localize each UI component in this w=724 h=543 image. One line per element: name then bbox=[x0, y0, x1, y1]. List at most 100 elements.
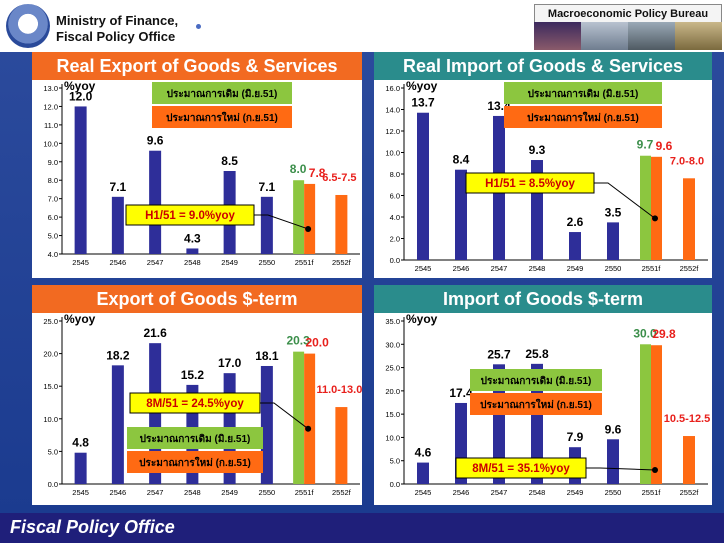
callout-text: 8M/51 = 24.5%yoy bbox=[146, 398, 244, 410]
old-estimate-label: 8.0 bbox=[290, 162, 307, 176]
data-bar bbox=[111, 196, 124, 254]
legend-new-label: ประมาณการใหม่ (ก.ย.51) bbox=[527, 111, 639, 124]
chart-export-dollar: %yoy 0.0 5.0 10.0 15.0 20.0 25.0 2545 2546 2547 25… bbox=[43, 313, 362, 497]
legend-new-label: ประมาณการใหม่ (ก.ย.51) bbox=[139, 456, 251, 469]
y-tick-label: 7.0 bbox=[48, 195, 58, 204]
new-estimate-label: 29.8 bbox=[652, 327, 676, 341]
y-tick-label: 2.0 bbox=[390, 235, 400, 244]
y-tick-label: 13.0 bbox=[43, 84, 58, 93]
chart-real-export: %yoy 4.0 5.0 6.0 7.0 8.0 9.0 10.0 11.0 12.0 13.0 25… bbox=[43, 80, 360, 267]
data-label: 7.1 bbox=[259, 180, 276, 194]
bureau-name: Macroeconomic Policy Bureau bbox=[534, 4, 722, 24]
legend-old-label: ประมาณการเดิม (มิ.ย.51) bbox=[528, 88, 639, 100]
x-tick-label: 2549 bbox=[221, 488, 238, 497]
callout-marker bbox=[305, 425, 312, 432]
data-bar bbox=[260, 365, 273, 484]
bar-old-estimate bbox=[640, 344, 651, 484]
data-label: 21.6 bbox=[143, 326, 167, 340]
x-tick-label: 2550 bbox=[605, 488, 622, 497]
y-tick-label: 20.0 bbox=[385, 387, 400, 396]
x-tick-label: 2546 bbox=[453, 488, 470, 497]
callout-leader-line bbox=[586, 467, 656, 471]
legend-new-box bbox=[127, 451, 263, 473]
forecast-range-label: 6.5-7.5 bbox=[322, 172, 356, 184]
x-tick-label: 2549 bbox=[567, 488, 584, 497]
panel-title: Real Export of Goods & Services bbox=[32, 52, 362, 80]
data-label: 3.5 bbox=[605, 205, 622, 219]
y-tick-label: 16.0 bbox=[385, 84, 400, 93]
data-label: 25.7 bbox=[487, 347, 511, 361]
data-bar bbox=[417, 462, 429, 484]
callout-marker bbox=[652, 215, 658, 222]
forecast-range-label: 10.5-12.5 bbox=[664, 413, 710, 425]
y-tick-label: 10.0 bbox=[385, 433, 400, 442]
data-label: 4.6 bbox=[415, 446, 432, 460]
x-tick-label: 2552f bbox=[680, 264, 700, 273]
data-label: 7.1 bbox=[110, 180, 127, 194]
panel-title: Import of Goods $-term bbox=[374, 285, 712, 313]
callout-box bbox=[125, 204, 255, 226]
x-tick-label: 2550 bbox=[605, 264, 622, 273]
x-tick-label: 2547 bbox=[147, 258, 164, 267]
y-tick-label: 30.0 bbox=[385, 340, 400, 349]
y-axis-label: %yoy bbox=[406, 313, 438, 326]
old-estimate-label: 20.3 bbox=[286, 334, 310, 348]
x-tick-label: 2546 bbox=[453, 264, 470, 273]
decorative-dot bbox=[196, 24, 201, 29]
data-bar bbox=[149, 150, 162, 254]
bar-forecast-2552 bbox=[335, 194, 348, 254]
callout-marker bbox=[652, 467, 658, 473]
data-label: 8.5 bbox=[221, 154, 238, 168]
y-tick-label: 10.0 bbox=[43, 415, 58, 424]
callout-leader-line bbox=[254, 214, 309, 230]
legend-old-label: ประมาณการเดิม (มิ.ย.51) bbox=[167, 88, 278, 100]
x-tick-label: 2551f bbox=[295, 488, 315, 497]
x-tick-label: 2548 bbox=[529, 488, 546, 497]
callout-text: H1/51 = 8.5%yoy bbox=[485, 178, 575, 190]
data-bar bbox=[111, 365, 124, 484]
y-tick-label: 0.0 bbox=[48, 480, 58, 489]
bar-new-estimate bbox=[304, 183, 316, 254]
data-label: 7.9 bbox=[567, 430, 584, 444]
x-tick-label: 2549 bbox=[221, 258, 238, 267]
x-tick-label: 2552f bbox=[332, 488, 352, 497]
data-label: 18.2 bbox=[106, 348, 130, 362]
header-photo-strip bbox=[534, 22, 722, 50]
x-tick-label: 2548 bbox=[184, 488, 201, 497]
legend-old-box bbox=[470, 369, 602, 391]
y-tick-label: 12.0 bbox=[385, 127, 400, 136]
x-tick-label: 2547 bbox=[491, 264, 508, 273]
x-tick-label: 2548 bbox=[184, 258, 201, 267]
data-label: 13.7 bbox=[411, 96, 435, 110]
y-tick-label: 10.0 bbox=[43, 139, 58, 148]
data-label: 9.6 bbox=[147, 134, 164, 148]
x-tick-label: 2551f bbox=[642, 264, 662, 273]
data-bar bbox=[607, 222, 619, 260]
x-tick-label: 2546 bbox=[110, 488, 127, 497]
bar-old-estimate bbox=[293, 180, 305, 254]
data-label: 25.8 bbox=[525, 347, 549, 361]
header: Ministry of Finance, Fiscal Policy Offic… bbox=[0, 0, 724, 52]
x-tick-label: 2545 bbox=[72, 488, 89, 497]
bar-forecast-2552 bbox=[335, 407, 348, 484]
callout-box bbox=[455, 457, 587, 479]
legend-new-box bbox=[504, 106, 662, 128]
legend-old-label: ประมาณการเดิม (มิ.ย.51) bbox=[481, 375, 592, 387]
x-tick-label: 2545 bbox=[415, 264, 432, 273]
y-tick-label: 20.0 bbox=[43, 350, 58, 359]
bar-forecast-2552 bbox=[683, 178, 695, 260]
x-tick-label: 2551f bbox=[642, 488, 662, 497]
ministry-seal-icon bbox=[6, 4, 50, 48]
y-tick-label: 6.0 bbox=[390, 192, 400, 201]
data-bar bbox=[260, 196, 273, 254]
y-tick-label: 11.0 bbox=[44, 121, 58, 130]
x-tick-label: 2551f bbox=[295, 258, 315, 267]
panel-real-import: Real Import of Goods & Services %yoy 0.0 2… bbox=[374, 52, 712, 278]
panel-title: Export of Goods $-term bbox=[32, 285, 362, 313]
x-tick-label: 2550 bbox=[259, 488, 276, 497]
legend-new-label: ประมาณการใหม่ (ก.ย.51) bbox=[166, 111, 278, 124]
legend-old-box bbox=[152, 82, 292, 104]
data-bar bbox=[455, 169, 467, 260]
data-bar bbox=[607, 439, 619, 484]
chart-real-import: %yoy 0.0 2.0 4.0 6.0 8.0 10.0 12.0 14.0 16.0 2545 2… bbox=[385, 80, 708, 273]
